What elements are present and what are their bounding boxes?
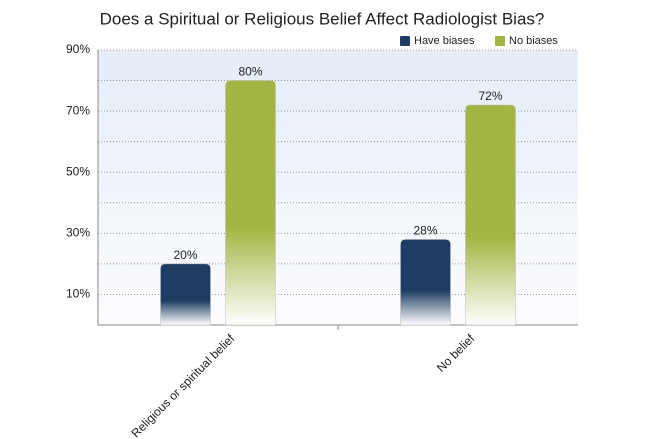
y-tick-label: 90%	[66, 42, 90, 56]
bar	[225, 80, 276, 326]
y-tick-label: 70%	[66, 103, 90, 117]
data-label: 20%	[173, 248, 197, 262]
bar	[400, 239, 451, 326]
data-label: 80%	[238, 65, 262, 79]
data-label: 28%	[413, 224, 437, 238]
bar	[160, 263, 211, 326]
bar	[465, 104, 516, 326]
x-tick-label: No belief	[434, 331, 478, 375]
y-tick-label: 30%	[66, 226, 90, 240]
legend-swatch	[495, 36, 505, 46]
y-tick-label: 10%	[66, 287, 90, 301]
legend-label: No biases	[509, 35, 558, 47]
data-label: 72%	[478, 89, 502, 103]
legend-label: Have biases	[414, 35, 475, 47]
x-tick-label: Religious or spiritual belief	[128, 331, 237, 439]
legend-swatch	[400, 36, 410, 46]
chart-title: Does a Spiritual or Religious Belief Aff…	[100, 9, 545, 28]
y-tick-label: 50%	[66, 164, 90, 178]
